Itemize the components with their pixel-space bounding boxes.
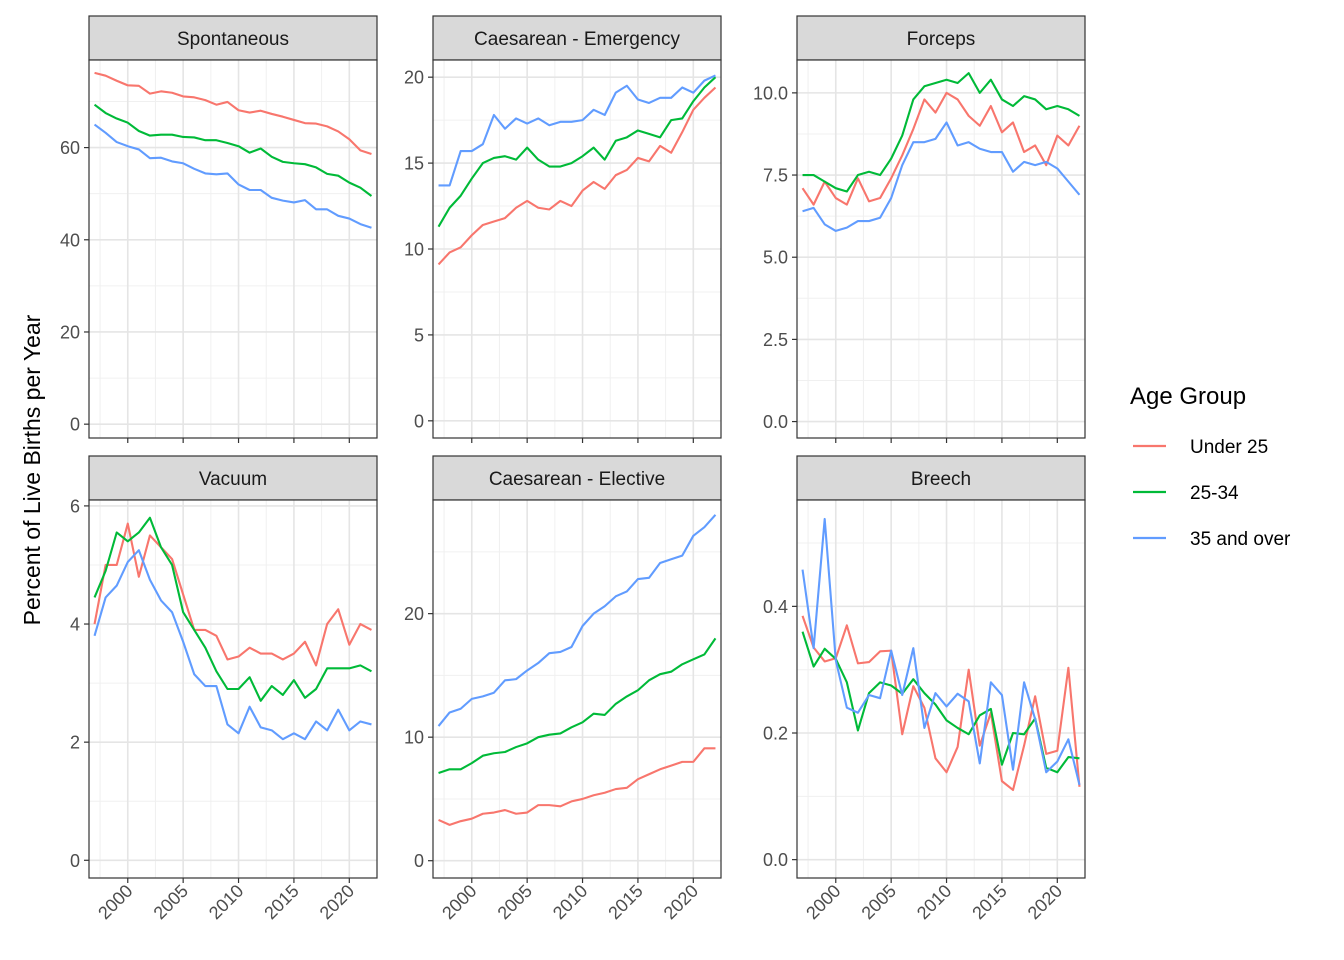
strip-label: Breech <box>911 469 971 490</box>
series-line-under-25 <box>438 747 716 826</box>
x-tick-label: 2020 <box>1024 881 1066 923</box>
series-line-35-and-over <box>801 517 1081 786</box>
y-tick-label: 20 <box>404 68 424 88</box>
x-tick-label: 2015 <box>260 881 302 923</box>
y-tick-label: 0.0 <box>763 412 788 432</box>
y-tick-label: 0.0 <box>763 850 788 870</box>
x-tick-label: 2010 <box>205 881 247 923</box>
series-line-under-25 <box>801 91 1081 206</box>
series-line-25-34 <box>437 76 717 228</box>
y-tick-label: 60 <box>60 138 80 158</box>
series-line-25-34 <box>802 72 1080 193</box>
series-line-35-and-over <box>93 123 372 229</box>
panel-3: Forceps 0.0 2.5 5.0 7.5 10.0 <box>753 15 1086 443</box>
y-tick-label: 0 <box>70 851 80 871</box>
plot-background <box>797 60 1085 438</box>
series-line-35-and-over <box>438 74 716 187</box>
y-tick-label: 20 <box>404 604 424 624</box>
plot-background <box>797 500 1085 878</box>
panel-border <box>796 59 1086 439</box>
x-tick-label: 2000 <box>94 881 136 923</box>
y-tick-label: 5.0 <box>763 248 788 268</box>
y-tick-label: 10.0 <box>753 83 788 103</box>
x-tick-label: 2015 <box>968 881 1010 923</box>
y-tick-label: 15 <box>404 154 424 174</box>
series-line-under-25 <box>94 71 372 156</box>
x-tick-label: 2005 <box>150 881 192 923</box>
strip-label: Vacuum <box>199 469 267 490</box>
panel-border <box>88 499 378 879</box>
x-tick-label: 2000 <box>802 881 844 923</box>
x-tick-label: 2005 <box>494 881 536 923</box>
legend-item: Under 25 <box>1133 437 1268 458</box>
y-tick-label: 5 <box>414 325 424 345</box>
x-tick-label: 2005 <box>858 881 900 923</box>
y-tick-label: 0 <box>414 411 424 431</box>
legend: Age Group Under 25 25-34 35 and over <box>1130 383 1291 550</box>
y-tick-label: 6 <box>70 496 80 516</box>
strip-background <box>796 15 1086 61</box>
legend-label: 35 and over <box>1190 529 1291 550</box>
y-tick-label: 0 <box>414 851 424 871</box>
legend-title: Age Group <box>1130 383 1246 410</box>
y-tick-label: 20 <box>60 322 80 342</box>
series-line-25-34 <box>93 516 372 702</box>
legend-items: Under 25 25-34 35 and over <box>1133 437 1291 550</box>
y-tick-label: 10 <box>404 728 424 748</box>
legend-label: Under 25 <box>1190 437 1268 458</box>
series-line-35-and-over <box>437 514 717 727</box>
strip-label: Forceps <box>907 29 976 50</box>
y-tick-label: 10 <box>404 240 424 260</box>
y-tick-label: 2.5 <box>763 330 788 350</box>
series-line-35-and-over <box>93 549 372 741</box>
x-tick-label: 2020 <box>316 881 358 923</box>
y-tick-label: 0 <box>70 415 80 435</box>
legend-item: 25-34 <box>1133 483 1239 504</box>
strip-label: Spontaneous <box>177 29 289 50</box>
panel-border <box>796 499 1086 879</box>
y-tick-label: 2 <box>70 733 80 753</box>
y-tick-label: 7.5 <box>763 166 788 186</box>
x-tick-label: 2015 <box>604 881 646 923</box>
series-line-25-34 <box>438 637 717 774</box>
series-line-35-and-over <box>802 121 1081 232</box>
panel-6: Breech 0.0 0.2 0.4 2000 2005 2010 2015 2020 <box>763 455 1086 923</box>
y-tick-label: 4 <box>70 615 80 635</box>
strip-background <box>88 15 378 61</box>
series-line-under-25 <box>437 86 717 266</box>
y-tick-label: 0.4 <box>763 597 788 617</box>
panel-border <box>432 499 722 879</box>
strip-label: Caesarean - Emergency <box>474 29 680 50</box>
strip-background <box>796 455 1086 501</box>
legend-label: 25-34 <box>1190 483 1239 504</box>
legend-item: 35 and over <box>1133 529 1291 550</box>
strip-background <box>88 455 378 501</box>
strip-background <box>432 455 722 501</box>
strip-label: Caesarean - Elective <box>489 469 665 490</box>
x-tick-label: 2000 <box>438 881 480 923</box>
series-line-25-34 <box>93 103 373 197</box>
panel-1: Spontaneous 0 20 40 60 <box>60 15 378 443</box>
panel-border <box>88 59 378 439</box>
series-line-25-34 <box>801 631 1080 774</box>
x-tick-label: 2010 <box>913 881 955 923</box>
plot-background <box>89 60 377 438</box>
y-tick-label: 0.2 <box>763 724 788 744</box>
y-axis-title: Percent of Live Births per Year <box>19 314 45 625</box>
panel-4: Vacuum 0 2 4 6 2000 2005 2010 2015 2020 <box>70 455 378 923</box>
x-tick-label: 2020 <box>660 881 702 923</box>
x-tick-label: 2010 <box>549 881 591 923</box>
panel-2: Caesarean - Emergency 0 5 10 15 20 <box>404 15 722 443</box>
strip-background <box>432 15 722 61</box>
series-line-under-25 <box>801 615 1081 792</box>
panel-5: Caesarean - Elective 0 10 20 2000 2005 2010 201… <box>404 455 722 923</box>
y-tick-label: 40 <box>60 230 80 250</box>
series-line-under-25 <box>93 522 372 667</box>
